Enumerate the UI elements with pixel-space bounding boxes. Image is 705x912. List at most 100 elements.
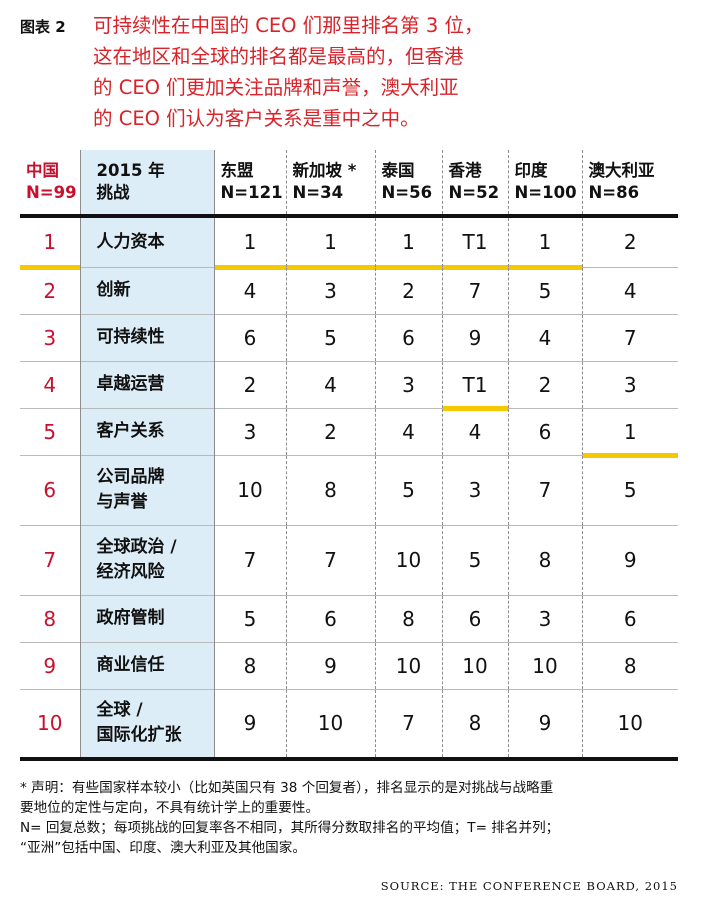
- china-rank: 9: [43, 653, 57, 678]
- rank-cell: 5: [581, 455, 678, 525]
- rank-cell: 3: [285, 267, 375, 314]
- rank-cell: 7: [441, 267, 508, 314]
- caption-line: 的 CEO 们认为客户关系是重中之中。: [93, 107, 420, 130]
- rank-cell: 8: [374, 595, 442, 642]
- footnote-line: * 声明：有些国家样本较小（比如英国只有 38 个回复者），排名显示的是对挑战与…: [20, 780, 554, 796]
- rank-cell: 7: [581, 314, 678, 361]
- country-n: N=121: [220, 183, 283, 202]
- table-row: 10 全球 / 国际化扩张 9 10 7 8 9 10: [20, 689, 678, 759]
- rank-cell: 9: [285, 642, 375, 689]
- rank-cell: 8: [441, 689, 508, 759]
- challenge-line: 政府管制: [96, 608, 165, 628]
- table-row: 4 卓越运营 2 4 3 T1 2 3: [20, 361, 678, 410]
- country-header-asean: 东盟 N=121: [214, 150, 286, 216]
- table-row: 6 公司品牌 与声誉 10 8 5 3 7 5: [20, 455, 678, 525]
- table-row: 3 可持续性 6 5 6 9 4 7: [20, 314, 678, 361]
- rank-cell: 8: [243, 653, 257, 678]
- country-name: 澳大利亚: [588, 161, 655, 180]
- rank-cell: 6: [243, 325, 257, 350]
- china-rank: 6: [43, 478, 57, 502]
- rank-cell: 2: [243, 372, 257, 397]
- rank-cell: 2: [581, 216, 678, 267]
- challenge-line: 全球 /: [96, 700, 143, 721]
- rank-cell: 5: [374, 455, 442, 525]
- china-rank: 3: [43, 325, 57, 350]
- rank-cell: 2: [285, 408, 375, 455]
- challenge-line: 国际化扩张: [96, 725, 182, 746]
- rank-cell: 4: [441, 408, 508, 455]
- rank-cell: 9: [507, 689, 582, 759]
- challenge-line: 创新: [96, 280, 131, 300]
- rank-cell: T1: [441, 361, 508, 410]
- table-row: 9 商业信任 8 9 10 10 10 8: [20, 642, 678, 689]
- figure-caption: 可持续性在中国的 CEO 们那里排名第 3 位， 这在地区和全球的排名都是最高的…: [93, 10, 613, 134]
- rank-cell: 4: [507, 314, 582, 361]
- country-name: 泰国: [381, 161, 415, 180]
- rank-cell: 6: [374, 314, 442, 361]
- rank-cell: 9: [243, 711, 257, 736]
- rank-cell: 8: [581, 642, 678, 689]
- rank-cell: 10: [581, 689, 678, 759]
- china-rank: 2: [43, 278, 57, 303]
- rank-cell: 9: [441, 314, 508, 361]
- china-rank: 10: [37, 711, 63, 736]
- rank-cell: 7: [507, 455, 582, 525]
- challenge-header-year: 2015 年: [96, 161, 165, 180]
- rank-cell: 1: [581, 408, 679, 457]
- challenge-name: 客户关系: [79, 408, 215, 455]
- header-row: 中国 N=99 2015 年 挑战 东盟 N=121 新加坡 * N=34 泰国…: [20, 150, 678, 216]
- country-name: 东盟: [220, 161, 254, 180]
- china-rank: 4: [43, 372, 57, 397]
- challenge-line: 卓越运营: [96, 374, 165, 394]
- table-row: 5 客户关系 3 2 4 4 6 1: [20, 408, 679, 457]
- table-row: 1 人力资本 1 1 1 T1 1 2: [20, 216, 678, 268]
- country-header-singapore: 新加坡 * N=34: [285, 150, 375, 216]
- challenge-name: 卓越运营: [79, 361, 215, 408]
- challenge-line: 客户关系: [96, 421, 165, 441]
- rank-cell: 3: [507, 595, 582, 642]
- caption-line: 可持续性在中国的 CEO 们那里排名第 3 位，: [93, 14, 484, 37]
- rank-cell: 3: [243, 419, 257, 444]
- china-rank: 1: [20, 216, 80, 268]
- rank-cell: 3: [581, 361, 678, 408]
- challenge-line: 全球政治 /: [96, 537, 177, 557]
- rank-cell: 2: [507, 361, 582, 408]
- rank-cell: 5: [507, 267, 582, 314]
- rank-cell: 10: [441, 642, 508, 689]
- challenge-line: 人力资本: [96, 231, 165, 252]
- challenge-name: 政府管制: [79, 595, 215, 642]
- footnotes: * 声明：有些国家样本较小（比如英国只有 38 个回复者），排名显示的是对挑战与…: [20, 778, 685, 858]
- country-n: N=52: [448, 183, 500, 202]
- footnote-line: “亚洲”包括中国、印度、澳大利亚及其他国家。: [20, 840, 306, 856]
- rank-cell: 8: [507, 525, 582, 595]
- table-row: 2 创新 4 3 2 7 5 4: [20, 267, 678, 314]
- country-name: 印度: [514, 161, 548, 180]
- challenge-line: 公司品牌: [96, 467, 165, 487]
- challenge-line: 可持续性: [96, 327, 165, 347]
- rank-cell: 5: [285, 314, 375, 361]
- challenge-line: 商业信任: [96, 655, 165, 675]
- rank-cell: 1: [374, 216, 442, 268]
- challenge-name: 商业信任: [79, 642, 215, 689]
- rank-cell: 6: [285, 595, 375, 642]
- china-header-n: N=99: [26, 183, 77, 202]
- rank-cell: 10: [374, 642, 442, 689]
- rank-cell: 8: [285, 455, 375, 525]
- caption-line: 的 CEO 们更加关注品牌和声誉，澳大利亚: [93, 76, 459, 99]
- country-name: 新加坡 *: [292, 161, 357, 180]
- rank-cell: 7: [374, 689, 442, 759]
- rank-cell: 5: [441, 525, 508, 595]
- china-column-header: 中国 N=99: [20, 150, 80, 216]
- footnote-line: N= 回复总数；每项挑战的回复率各不相同，其所得分数取排名的平均值；T= 排名并…: [20, 820, 560, 836]
- rank-cell: 1: [285, 216, 375, 268]
- rank-cell: 6: [441, 595, 508, 642]
- rank-cell: T1: [441, 216, 508, 268]
- challenge-column-header: 2015 年 挑战: [79, 150, 215, 216]
- rank-cell: 7: [243, 548, 257, 572]
- country-header-thailand: 泰国 N=56: [374, 150, 442, 216]
- figure-label: 图表 2: [20, 18, 66, 36]
- country-header-hongkong: 香港 N=52: [441, 150, 508, 216]
- rank-cell: 10: [237, 478, 263, 502]
- country-n: N=56: [381, 183, 433, 202]
- rank-cell: 4: [243, 278, 257, 303]
